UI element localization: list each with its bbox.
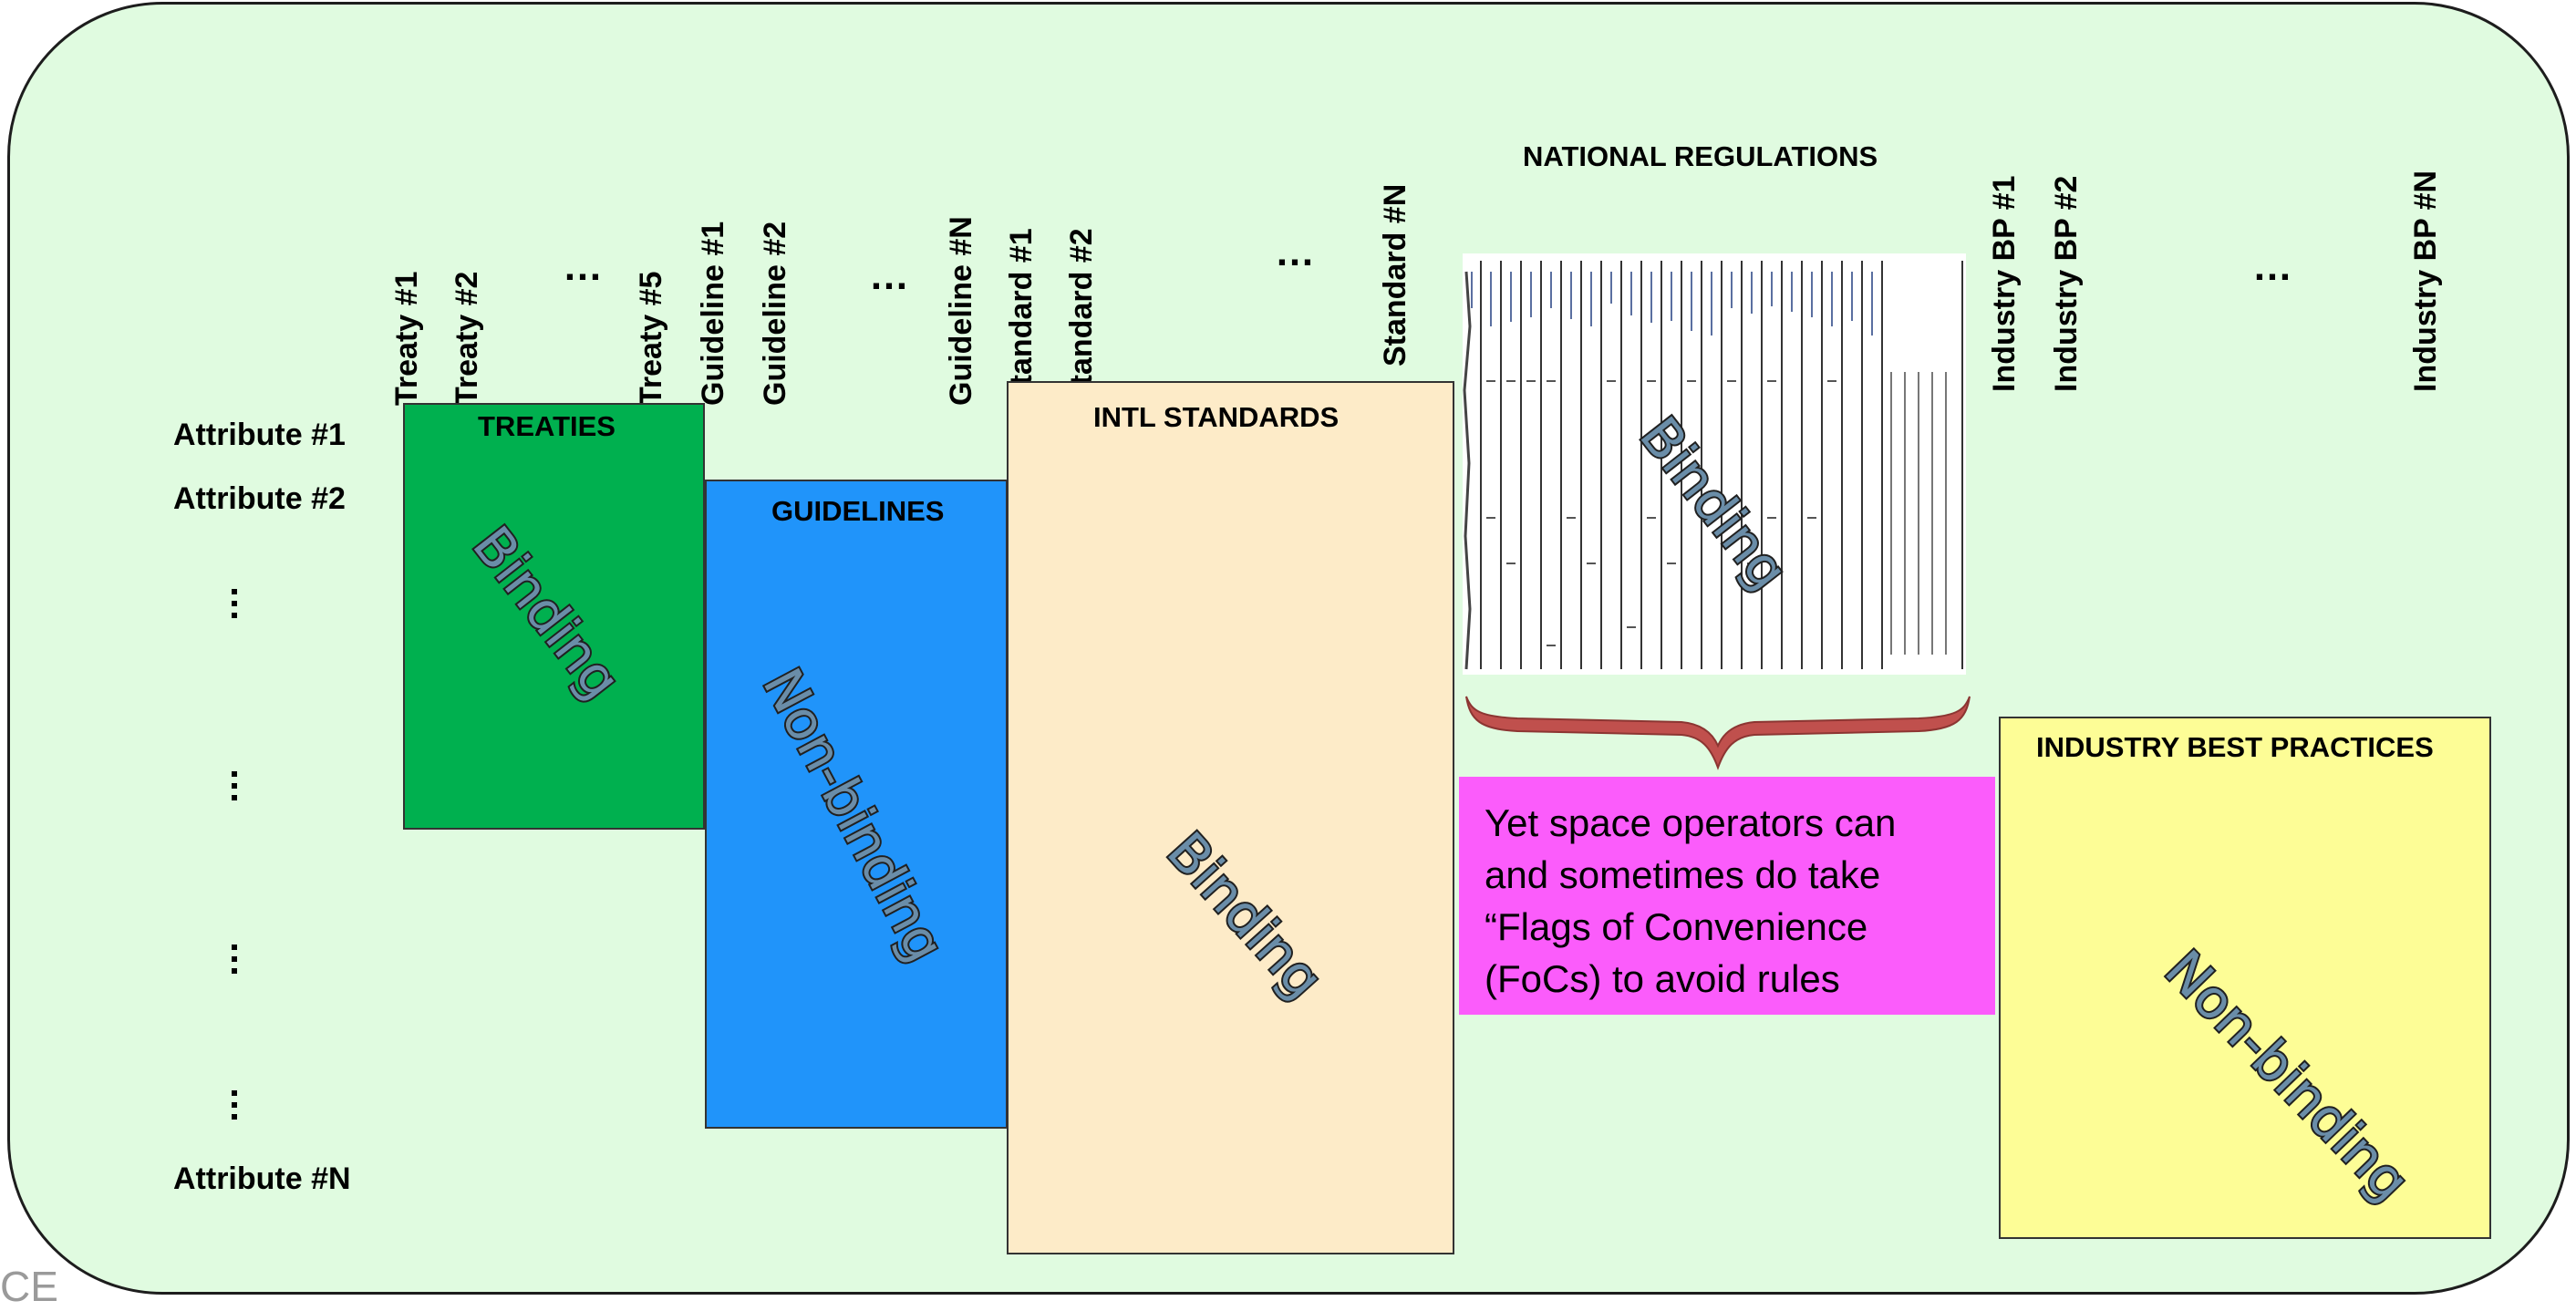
column-label-guideline-1: Guideline #1	[696, 221, 730, 406]
callout-line-4: (FoCs) to avoid rules	[1485, 957, 1840, 1000]
national-regulations-title: NATIONAL REGULATIONS	[1523, 140, 1878, 172]
treaty-ellipsis: …	[563, 244, 605, 289]
guidelines-title: GUIDELINES	[771, 495, 945, 527]
row-ellipsis-1	[232, 589, 237, 625]
guidelines-box	[705, 480, 1008, 1129]
column-label-guideline-2: Guideline #2	[758, 221, 792, 406]
intl-standards-title: INTL STANDARDS	[1093, 401, 1340, 433]
callout-line-2: and sometimes do take	[1485, 853, 1881, 896]
row-label-attribute-n: Attribute #N	[173, 1161, 351, 1196]
column-label-standard-1: Standard #1	[1004, 228, 1039, 406]
column-label-treaty-2: Treaty #2	[450, 271, 484, 406]
intl-standards-box	[1007, 381, 1454, 1254]
column-label-standard-2: Standard #2	[1064, 228, 1099, 406]
column-label-industry-bp-1: Industry BP #1	[1987, 175, 2022, 392]
treaties-title: TREATIES	[478, 410, 616, 442]
column-label-treaty-1: Treaty #1	[389, 271, 424, 406]
row-label-attribute-1: Attribute #1	[173, 418, 346, 452]
corner-logo-text: CE	[0, 1263, 58, 1310]
industry-best-practices-title: INDUSTRY BEST PRACTICES	[2036, 731, 2434, 763]
standard-ellipsis: …	[1275, 230, 1317, 274]
column-label-treaty-5: Treaty #5	[634, 271, 668, 406]
row-label-attribute-2: Attribute #2	[173, 481, 346, 516]
column-label-guideline-n: Guideline #N	[944, 216, 978, 406]
regulations-table-image	[1463, 253, 1966, 675]
column-label-industry-bp-n: Industry BP #N	[2408, 170, 2443, 392]
row-ellipsis-4	[232, 1090, 237, 1126]
row-ellipsis-3	[232, 945, 237, 980]
industry-ellipsis: …	[2252, 244, 2294, 289]
column-label-standard-n: Standard #N	[1378, 183, 1412, 366]
callout-line-1: Yet space operators can	[1485, 801, 1897, 844]
row-ellipsis-2	[232, 771, 237, 807]
brace-shape	[1465, 696, 1971, 770]
guideline-ellipsis: …	[869, 253, 911, 298]
flags-of-convenience-callout: Yet space operators can and sometimes do…	[1459, 777, 1995, 1015]
column-label-industry-bp-2: Industry BP #2	[2049, 175, 2084, 392]
callout-line-3: “Flags of Convenience	[1485, 905, 1868, 948]
industry-best-practices-box	[1999, 717, 2491, 1239]
treaties-box	[403, 403, 705, 830]
